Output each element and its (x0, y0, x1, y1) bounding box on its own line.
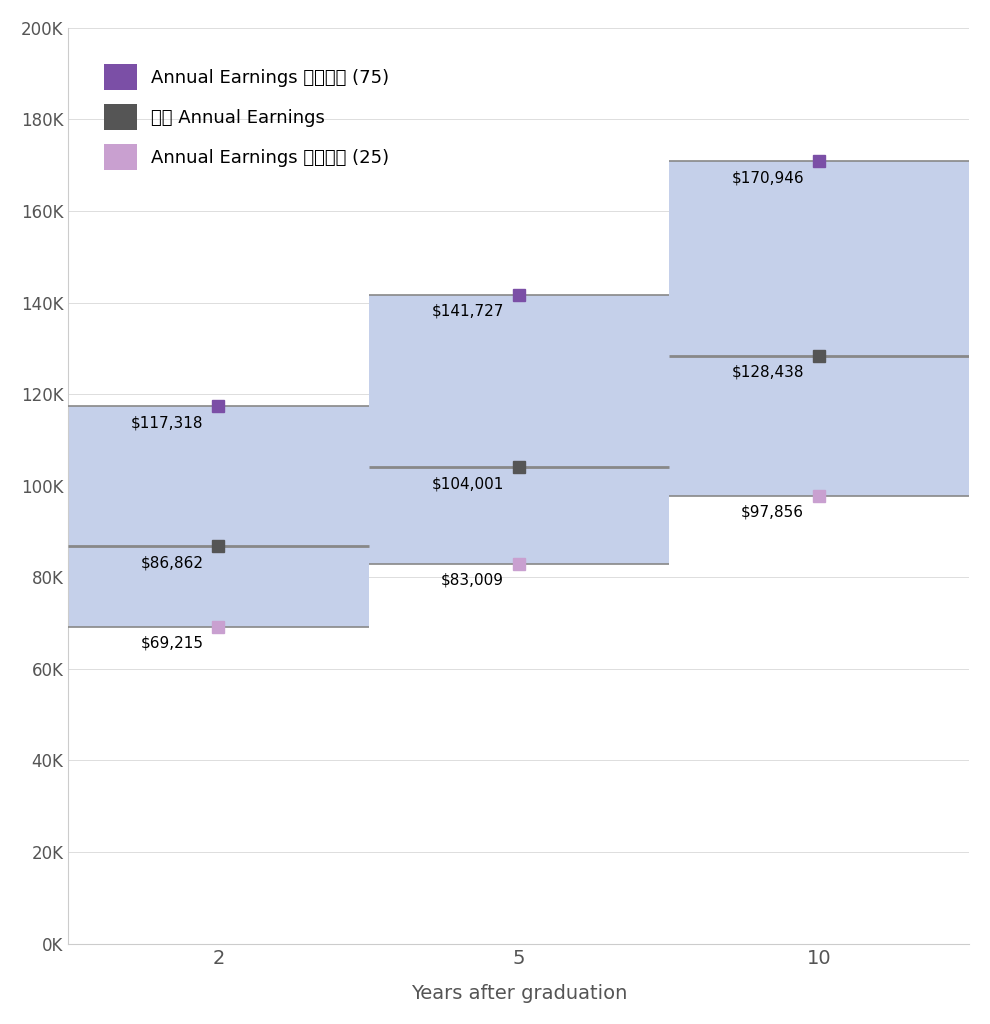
Text: $170,946: $170,946 (732, 170, 804, 185)
Text: $83,009: $83,009 (441, 572, 504, 588)
Text: $117,318: $117,318 (131, 416, 204, 431)
Text: $69,215: $69,215 (141, 636, 204, 651)
Text: $128,438: $128,438 (732, 365, 804, 380)
Bar (368, 295, 669, 563)
Bar (68, 407, 368, 627)
Text: $141,727: $141,727 (432, 304, 504, 318)
Text: $97,856: $97,856 (741, 505, 804, 520)
Text: $86,862: $86,862 (141, 555, 204, 570)
Text: $104,001: $104,001 (432, 476, 504, 492)
Bar (669, 161, 969, 496)
Legend: Annual Earnings 的百分位 (75), 中値 Annual Earnings, Annual Earnings 的百分位 (25): Annual Earnings 的百分位 (75), 中値 Annual Ear… (86, 46, 408, 187)
X-axis label: Years after graduation: Years after graduation (411, 984, 627, 1004)
